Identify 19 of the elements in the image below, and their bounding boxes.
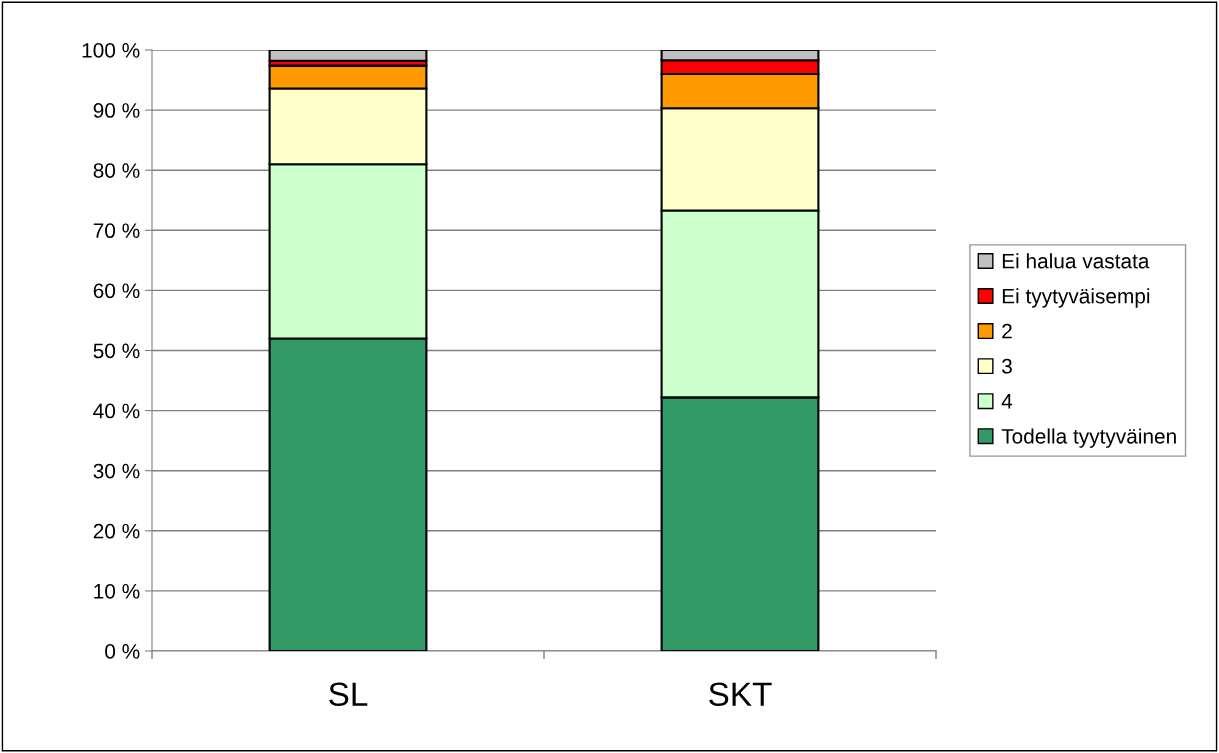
legend-label: Ei halua vastata (1002, 253, 1150, 269)
y-tick-label: 50 % (93, 343, 140, 359)
legend-label: 3 (1001, 358, 1012, 374)
y-tick-label: 0 % (105, 644, 140, 659)
x-tick-label: SKT (709, 682, 772, 707)
y-tick-label: 30 % (93, 463, 140, 479)
legend-label: 2 (1002, 323, 1012, 339)
y-tick-label: 100 % (82, 43, 140, 58)
y-tick-label: 40 % (93, 403, 140, 419)
legend-label: 4 (1001, 394, 1013, 409)
y-tick-label: 10 % (94, 583, 140, 599)
x-tick-label: SL (329, 682, 368, 707)
y-tick-label: 80 % (93, 163, 140, 178)
y-tick-label: 60 % (93, 283, 140, 299)
legend-label: Todella tyytyväinen (1001, 428, 1176, 448)
y-tick-label: 90 % (93, 103, 140, 118)
y-tick-label: 70 % (93, 223, 140, 239)
legend-label: Ei tyytyväisempi (1002, 288, 1150, 308)
y-tick-label: 20 % (93, 523, 140, 539)
